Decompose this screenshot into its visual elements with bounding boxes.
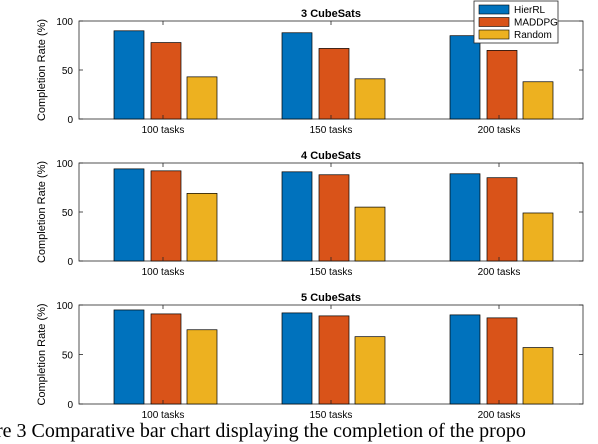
bar-maddpg-1 <box>150 42 182 120</box>
x-tick-label: 200 tasks <box>478 267 521 278</box>
bar-maddpg-1 <box>150 313 182 405</box>
y-tick-label: 0 <box>67 257 73 268</box>
bar-random-1 <box>186 193 218 262</box>
legend-label-hierrl: HierRL <box>514 5 546 16</box>
bar-random-3 <box>522 212 554 262</box>
bar-random-2 <box>354 78 386 120</box>
y-tick-label: 100 <box>56 301 73 312</box>
y-tick-label: 0 <box>67 115 73 126</box>
bar-maddpg-1 <box>150 170 182 262</box>
x-tick-label: 100 tasks <box>142 267 185 278</box>
bar-maddpg-2 <box>318 174 350 262</box>
bar-hierrl-1 <box>113 168 145 262</box>
y-tick-label: 50 <box>62 208 74 219</box>
x-tick-label: 100 tasks <box>142 125 185 136</box>
y-tick-label: 100 <box>56 17 73 28</box>
legend-swatch-hierrl <box>478 4 510 15</box>
bar-hierrl-2 <box>281 171 313 262</box>
bar-hierrl-3 <box>449 314 481 405</box>
subplot-1: 0 50 100 100 tasks 150 tasks 200 tasks 3 CubeS… <box>36 0 584 136</box>
legend-swatch-maddpg <box>478 17 510 27</box>
subplot-3: 0 50 100 100 tasks 150 tasks 200 tasks 5 CubeS… <box>36 292 584 421</box>
bar-maddpg-2 <box>318 48 350 120</box>
x-tick-label: 200 tasks <box>478 410 521 421</box>
y-tick-label: 50 <box>62 66 74 77</box>
bar-random-2 <box>354 336 386 405</box>
y-axis-label: Completion Rate (%) <box>36 303 48 405</box>
y-axis-label: Completion Rate (%) <box>36 19 48 121</box>
x-tick-label: 150 tasks <box>310 410 353 421</box>
subplot-title: 5 CubeSats <box>301 292 361 304</box>
y-axis-label: Completion Rate (%) <box>36 161 48 263</box>
legend-label-maddpg: MADDPG <box>514 18 558 29</box>
subplot-title: 4 CubeSats <box>301 150 361 162</box>
y-tick-label: 50 <box>62 351 74 362</box>
bar-random-1 <box>186 329 218 405</box>
bar-hierrl-1 <box>113 309 145 405</box>
x-tick-label: 100 tasks <box>142 410 185 421</box>
bar-maddpg-3 <box>486 50 518 120</box>
legend-label-random: Random <box>514 30 552 41</box>
x-tick-label: 150 tasks <box>310 125 353 136</box>
x-tick-label: 200 tasks <box>478 125 521 136</box>
bar-random-1 <box>186 76 218 120</box>
bar-hierrl-1 <box>113 30 145 120</box>
subplot-title: 3 CubeSats <box>301 8 361 20</box>
y-tick-label: 100 <box>56 159 73 170</box>
bar-hierrl-2 <box>281 32 313 120</box>
x-tick-label: 150 tasks <box>310 267 353 278</box>
bar-maddpg-3 <box>486 317 518 405</box>
y-tick-label: 0 <box>67 400 73 411</box>
figure-caption: ure 3 Comparative bar chart displaying t… <box>0 420 526 442</box>
bar-random-3 <box>522 347 554 405</box>
legend-swatch-random <box>478 29 510 40</box>
subplot-2: 0 50 100 100 tasks 150 tasks 200 tasks 4 CubeS… <box>36 150 584 278</box>
bar-maddpg-3 <box>486 177 518 262</box>
bar-hierrl-2 <box>281 312 313 405</box>
bar-maddpg-2 <box>318 315 350 405</box>
bar-random-2 <box>354 206 386 262</box>
bar-random-3 <box>522 81 554 120</box>
bar-hierrl-3 <box>449 35 481 120</box>
bar-hierrl-3 <box>449 173 481 262</box>
